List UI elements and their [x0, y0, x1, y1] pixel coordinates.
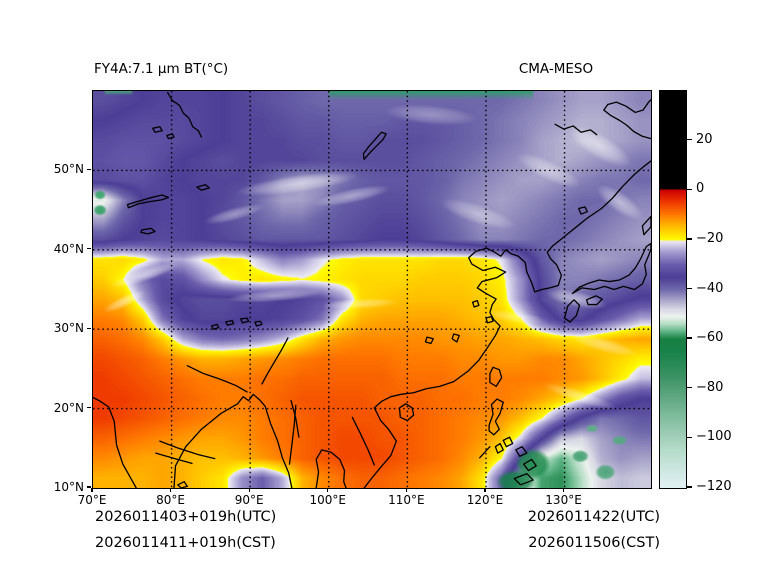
coastline-lake-zaysan — [197, 185, 210, 191]
coastline-lake-balkhash — [128, 195, 169, 208]
colorbar-tick-mark — [687, 138, 692, 141]
colorbar-tick-mark — [687, 486, 692, 488]
colorbar-tick-label: 0 — [696, 181, 705, 197]
coastline-luzon — [489, 399, 503, 435]
coastline-lake-khanka — [579, 207, 588, 214]
colorbar-tick-mark — [687, 188, 692, 190]
y-tick-label: 20°N — [53, 400, 84, 415]
coastline-lake-baikal — [363, 132, 386, 159]
x-tick-mark — [91, 488, 93, 492]
coastline-philippine-islands — [480, 437, 537, 485]
coastlines — [93, 93, 651, 488]
y-tick-label: 50°N — [53, 162, 84, 177]
coastline-mekong-river — [352, 417, 374, 465]
colorbar-tick-mark — [687, 287, 692, 290]
x-tick-label: 80°E — [156, 493, 186, 507]
colorbar-tick-label: 20 — [696, 131, 713, 147]
x-tick-mark — [562, 488, 565, 492]
model-title: CMA-MESO — [518, 61, 594, 77]
map-plot-area — [92, 90, 652, 489]
coastline-ganges-brahmaputra-rivers — [187, 338, 299, 437]
init-time-cst: 2026011411+019h(CST) — [95, 535, 276, 551]
coastline-graticule-overlay — [93, 91, 651, 488]
coastline-india-rivers — [156, 441, 215, 463]
x-tick-label: 100°E — [309, 493, 347, 507]
y-tick-label: 10°N — [53, 480, 84, 494]
colorbar-tick-label: −120 — [696, 479, 732, 494]
x-tick-label: 110°E — [388, 493, 425, 507]
valid-time-utc: 2026011422(UTC) — [527, 509, 660, 525]
colorbar-tick-mark — [687, 238, 692, 240]
colorbar-tick-label: −20 — [696, 230, 724, 246]
x-tick-mark — [169, 488, 172, 492]
x-tick-mark — [327, 488, 329, 492]
y-tick-label: 40°N — [53, 241, 84, 256]
y-tick-label: 30°N — [53, 321, 84, 336]
coastline-honshu — [572, 243, 651, 293]
coastline-india-east-bengal-myanmar-coast — [174, 394, 292, 488]
coastline-tibet-lakes — [212, 318, 262, 329]
colorbar-canvas — [660, 91, 686, 488]
coastline-amur-river — [555, 124, 597, 134]
coastline-taiwan — [490, 367, 502, 386]
graticule-gridlines — [93, 91, 651, 488]
coastline-lake-issyk-kul — [141, 228, 155, 234]
colorbar-tick-mark — [687, 337, 692, 339]
coastline-india-west-coast — [93, 397, 136, 488]
x-tick-label: 120°E — [466, 493, 504, 507]
coastline-siberia-lakes — [153, 127, 174, 139]
y-tick-mark — [87, 407, 91, 409]
colorbar-tick-label: −100 — [696, 429, 732, 445]
colorbar-tick-label: −80 — [696, 379, 724, 395]
coastline-irrawaddy-river — [289, 405, 295, 464]
coastline-china-lakes — [425, 301, 493, 344]
y-tick-mark — [87, 248, 91, 250]
x-tick-mark — [248, 488, 250, 492]
coastline-gulf-of-thailand-coast — [316, 450, 346, 488]
x-tick-label: 90°E — [234, 493, 264, 507]
colorbar-tick-label: −40 — [696, 280, 724, 296]
page-title: FY4A:7.1 μm BT(°C) — [94, 61, 229, 77]
x-tick-label: 70°E — [77, 493, 107, 507]
valid-time-cst: 2026011506(CST) — [528, 535, 660, 551]
coastline-hainan — [400, 404, 414, 421]
y-tick-mark — [87, 327, 91, 329]
y-tick-mark — [87, 168, 91, 170]
heatmap-canvas — [93, 91, 651, 488]
colorbar-tick-mark — [687, 436, 692, 439]
x-tick-mark — [484, 488, 486, 492]
x-tick-label: 130°E — [545, 493, 582, 507]
coastline-hokkaido-part — [642, 216, 651, 234]
colorbar-tick-label: −60 — [696, 330, 724, 346]
coastline-ob-river — [168, 93, 202, 137]
colorbar — [659, 90, 687, 489]
coastline-kyushu — [565, 300, 580, 322]
init-time-utc: 2026011403+019h(UTC) — [95, 509, 277, 525]
coastline-okhotsk-coast — [604, 100, 651, 139]
coastline-shikoku — [587, 296, 603, 305]
y-tick-mark — [87, 486, 91, 488]
x-tick-mark — [405, 488, 407, 492]
coastline-indochina-china-korea-coast — [364, 161, 651, 488]
colorbar-tick-mark — [687, 387, 692, 389]
coastline-sri-lanka-tip — [178, 482, 187, 488]
